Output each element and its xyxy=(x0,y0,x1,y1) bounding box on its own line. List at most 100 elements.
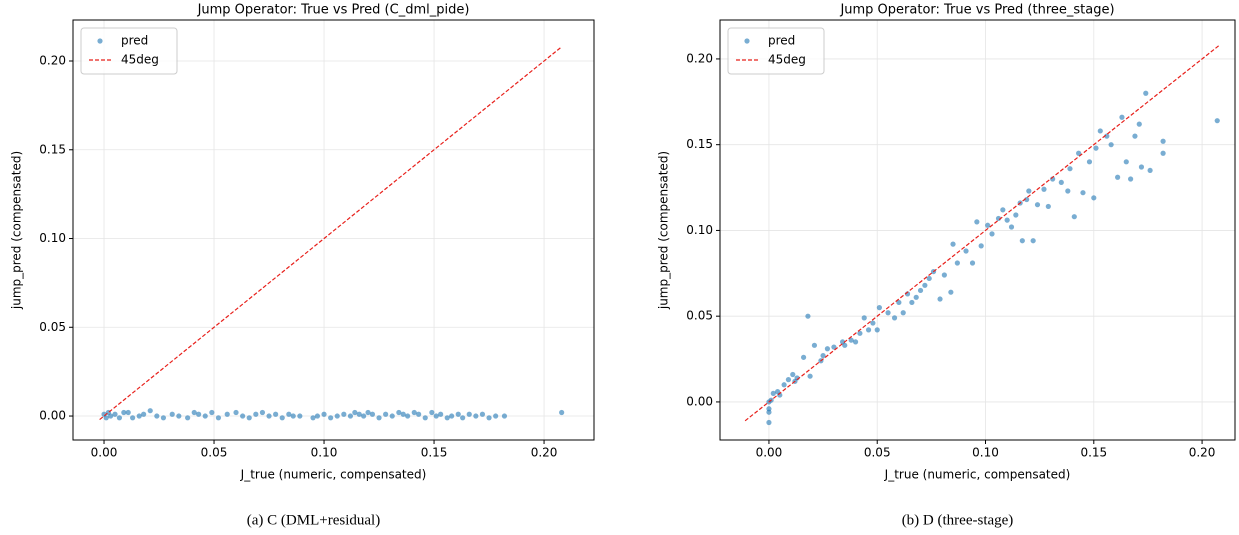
point xyxy=(455,411,461,417)
point xyxy=(1000,207,1006,213)
y-tick-label: 0.10 xyxy=(39,231,66,245)
legend-box xyxy=(80,27,178,75)
point xyxy=(215,415,222,421)
point xyxy=(321,411,327,417)
point xyxy=(169,411,175,417)
point xyxy=(136,413,142,419)
point xyxy=(974,219,980,225)
point xyxy=(147,408,153,414)
point xyxy=(1104,133,1110,139)
point xyxy=(466,411,472,417)
point xyxy=(559,409,565,416)
point xyxy=(273,411,279,417)
point xyxy=(1080,190,1086,196)
point xyxy=(125,409,131,416)
legend-label: pred xyxy=(121,34,148,48)
point xyxy=(874,327,880,333)
point xyxy=(969,260,976,266)
axes-frame xyxy=(719,19,1236,441)
point xyxy=(831,344,837,350)
point xyxy=(202,413,208,419)
point xyxy=(438,411,444,417)
point xyxy=(1026,188,1032,194)
point xyxy=(781,382,787,388)
point xyxy=(473,413,479,419)
point xyxy=(766,419,772,426)
point xyxy=(1123,159,1129,165)
point xyxy=(800,354,807,360)
point xyxy=(1071,214,1077,220)
point xyxy=(1132,133,1138,139)
point xyxy=(416,411,422,417)
legend-swatch xyxy=(97,38,103,44)
point xyxy=(1013,212,1019,218)
x-axis-label: J_true (numeric, compensated) xyxy=(240,468,427,482)
point xyxy=(941,272,947,278)
reference-line xyxy=(744,44,1220,422)
y-tick-label: 0.05 xyxy=(39,320,66,334)
point xyxy=(1093,145,1099,151)
point xyxy=(191,409,197,416)
point xyxy=(352,409,358,416)
point xyxy=(400,411,406,417)
point xyxy=(824,346,831,352)
x-tick-label: 0.10 xyxy=(972,446,999,460)
point xyxy=(842,342,848,348)
point xyxy=(253,411,259,417)
point xyxy=(913,294,919,300)
point xyxy=(224,411,230,417)
point xyxy=(820,353,826,359)
point xyxy=(989,231,995,237)
point xyxy=(909,299,915,306)
point xyxy=(347,413,354,419)
point xyxy=(411,409,417,416)
point xyxy=(365,409,371,416)
point xyxy=(1034,202,1041,208)
point xyxy=(116,415,123,421)
y-tick-label: 0.05 xyxy=(686,309,713,323)
x-tick-label: 0.15 xyxy=(1080,446,1107,460)
point xyxy=(266,413,272,419)
point xyxy=(246,415,252,421)
point xyxy=(1030,238,1036,244)
point xyxy=(1119,114,1125,120)
point xyxy=(286,411,292,417)
point xyxy=(121,409,127,416)
y-tick-label: 0.00 xyxy=(686,394,713,408)
point xyxy=(917,287,924,294)
point xyxy=(369,411,376,417)
point xyxy=(1076,150,1082,156)
x-tick-label: 0.00 xyxy=(756,446,783,460)
point xyxy=(861,315,867,321)
point xyxy=(493,413,499,419)
point xyxy=(1115,174,1121,180)
point xyxy=(790,371,796,378)
point xyxy=(361,413,367,419)
x-tick-label: 0.10 xyxy=(311,446,338,460)
point xyxy=(885,310,891,316)
legend-label: 45deg xyxy=(121,53,159,67)
point xyxy=(937,296,943,302)
point xyxy=(279,415,285,421)
y-tick-label: 0.00 xyxy=(39,409,66,423)
legend-label: 45deg xyxy=(768,53,806,67)
point xyxy=(405,413,411,419)
point xyxy=(259,409,266,416)
point xyxy=(334,413,340,419)
x-tick-label: 0.15 xyxy=(421,446,448,460)
point xyxy=(1160,150,1166,156)
point xyxy=(1138,164,1145,170)
point xyxy=(900,310,906,316)
legend-swatch xyxy=(744,38,750,44)
point xyxy=(449,413,455,419)
point xyxy=(852,339,859,345)
point xyxy=(233,409,239,416)
point xyxy=(209,409,215,416)
point xyxy=(1091,195,1097,201)
point xyxy=(865,327,872,333)
point xyxy=(1067,166,1073,172)
y-tick-label: 0.15 xyxy=(686,137,713,151)
point xyxy=(1108,142,1114,148)
